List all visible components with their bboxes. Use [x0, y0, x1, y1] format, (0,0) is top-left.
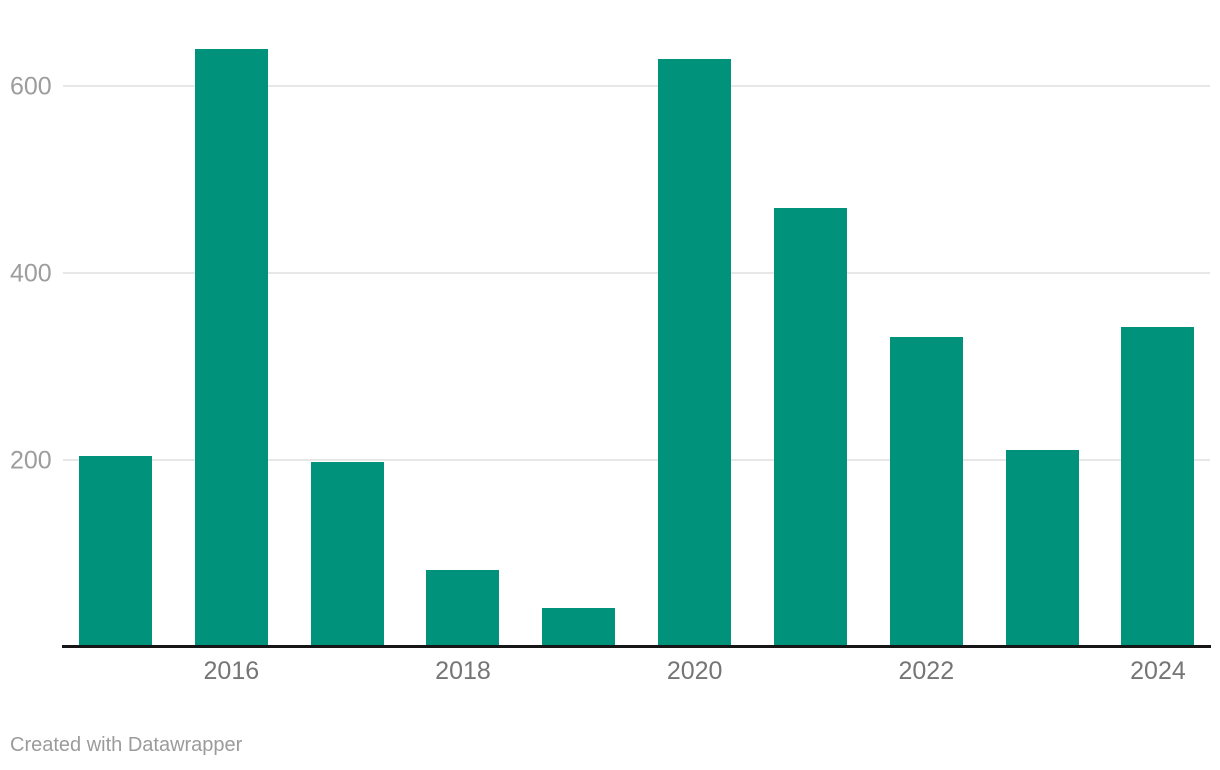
y-axis-tick-label: 400 — [10, 259, 52, 288]
bar-2018 — [426, 570, 500, 648]
x-axis-tick-label: 2024 — [1130, 657, 1186, 685]
bar-2016 — [194, 49, 268, 648]
bar-2020 — [658, 58, 732, 648]
x-axis-tick-label: 2022 — [898, 657, 955, 685]
y-axis-tick-label: 600 — [10, 72, 52, 101]
bar-2019 — [542, 607, 616, 648]
gridline — [63, 458, 1210, 461]
x-axis-tick-label: 2016 — [203, 657, 260, 685]
bar-2022 — [889, 337, 963, 648]
y-axis-tick-label: 200 — [10, 446, 52, 475]
datawrapper-attribution-link[interactable]: Created with Datawrapper — [10, 734, 243, 756]
bar-2017 — [310, 461, 384, 648]
bar-2021 — [773, 208, 847, 648]
bar-2023 — [1005, 449, 1079, 648]
x-axis-tick-label: 2018 — [435, 657, 491, 685]
gridline — [63, 84, 1210, 87]
x-axis-tick-label: 2020 — [666, 657, 723, 685]
plot-area — [63, 12, 1210, 648]
x-axis-line — [62, 645, 1211, 648]
bar-2024 — [1121, 327, 1195, 648]
gridline — [63, 271, 1210, 274]
bar-2015 — [79, 456, 152, 648]
